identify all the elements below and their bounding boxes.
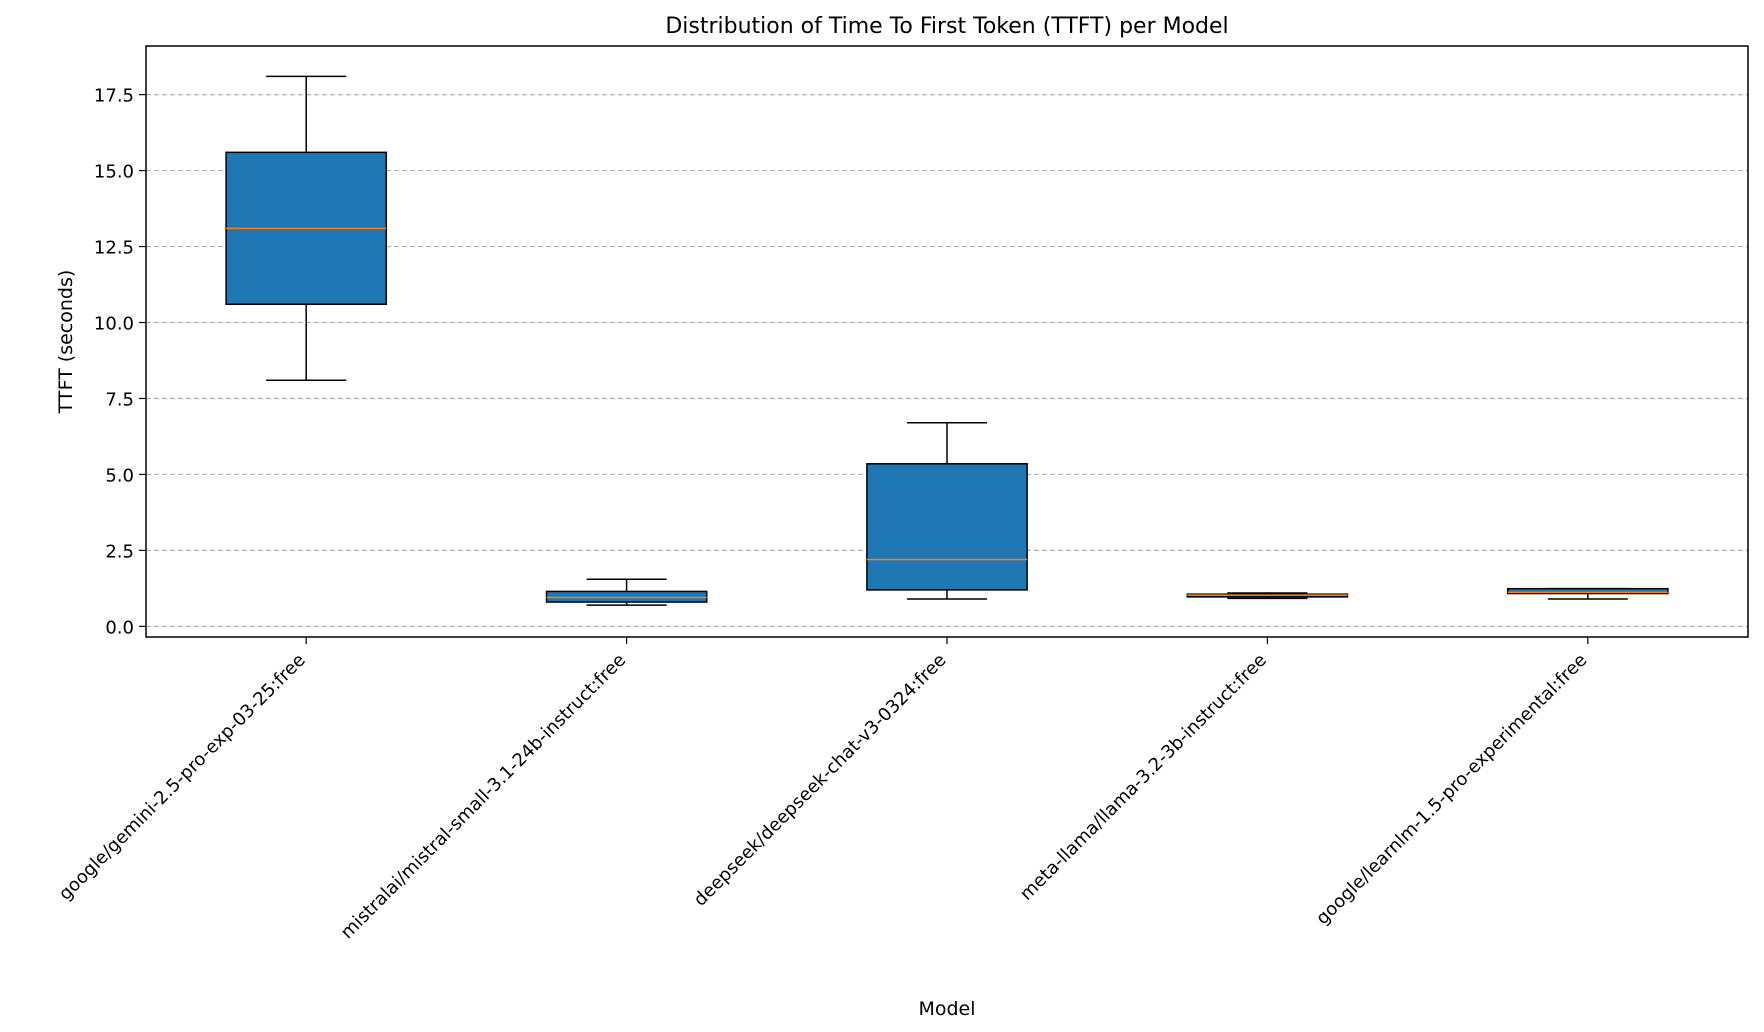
y-axis-ticks: 0.0 2.5 5.0 7.5 10.0 12.5 15.0 17.5 <box>94 86 146 638</box>
box-plot-series <box>225 75 1669 606</box>
box-2 <box>866 422 1028 600</box>
iqr-box <box>545 590 708 603</box>
x-tick-label: google/gemini-2.5-pro-exp-03-25:free <box>55 650 310 905</box>
x-axis-ticks: google/gemini-2.5-pro-exp-03-25:free mist… <box>55 637 1591 943</box>
y-axis-label: TTFT (seconds) <box>55 270 77 415</box>
y-tick-label: 12.5 <box>94 238 134 259</box>
box-1 <box>545 578 708 606</box>
x-tick-label: deepseek/deepseek-chat-v3-0324:free <box>690 650 951 911</box>
box-4 <box>1506 587 1669 600</box>
y-tick-label: 17.5 <box>94 86 134 107</box>
y-tick-label: 2.5 <box>105 541 134 562</box>
y-tick-label: 5.0 <box>105 465 134 486</box>
y-tick-label: 0.0 <box>105 617 134 638</box>
x-axis-label: Model <box>918 998 975 1020</box>
x-tick-label: mistralai/mistral-small-3.1-24b-instruct… <box>337 650 630 943</box>
x-tick-label: google/learnlm-1.5-pro-experimental:free <box>1312 650 1591 929</box>
iqr-box <box>1506 587 1669 595</box>
y-tick-label: 10.0 <box>94 314 134 335</box>
box-0 <box>225 75 388 381</box>
iqr-box <box>866 463 1028 591</box>
x-tick-label: meta-llama/llama-3.2-3b-instruct:free <box>1016 650 1271 905</box>
box-3 <box>1186 592 1349 600</box>
y-tick-label: 7.5 <box>105 389 134 410</box>
y-tick-label: 15.0 <box>94 162 134 183</box>
chart-title: Distribution of Time To First Token (TTF… <box>665 14 1228 39</box>
